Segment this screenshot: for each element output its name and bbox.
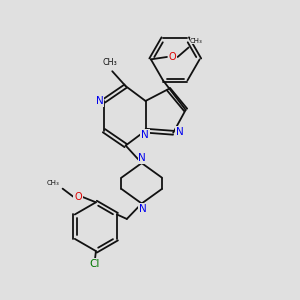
Text: N: N [176,127,184,136]
Text: O: O [169,52,176,62]
Text: O: O [74,192,82,202]
Text: Cl: Cl [90,259,100,269]
Text: N: N [96,96,103,106]
Text: N: N [139,204,146,214]
Text: N: N [141,130,149,140]
Text: N: N [138,153,146,163]
Text: CH₃: CH₃ [190,38,203,44]
Text: CH₃: CH₃ [46,180,59,186]
Text: CH₃: CH₃ [103,58,117,67]
